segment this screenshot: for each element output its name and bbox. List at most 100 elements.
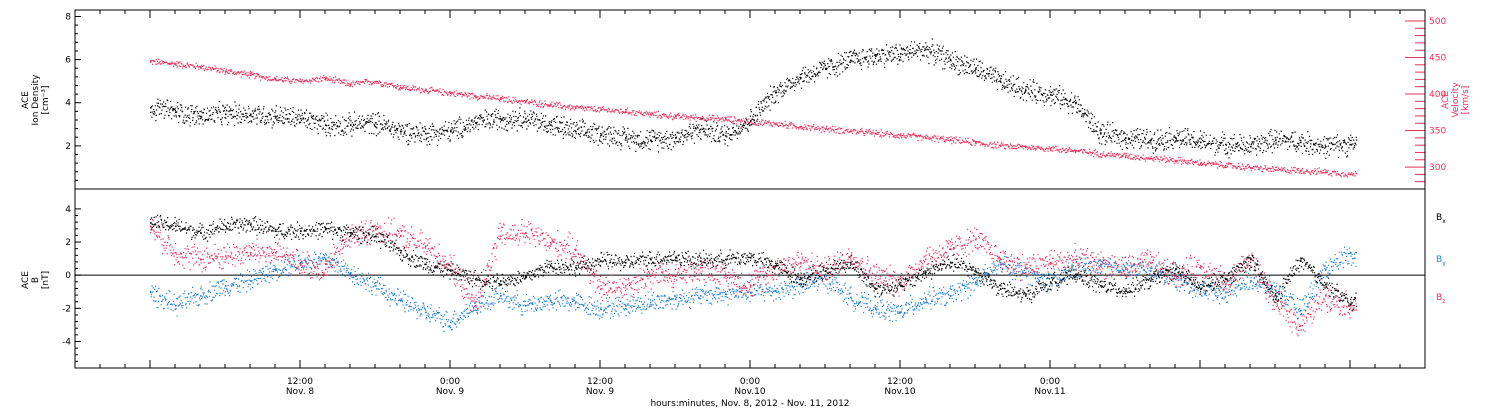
point-by — [1025, 271, 1027, 274]
point-ion-density — [425, 132, 427, 135]
point-ion-density — [1100, 132, 1102, 135]
series-bx — [150, 214, 1358, 312]
x-tick-label-date: Nov.11 — [1034, 387, 1065, 397]
point-ion-density — [700, 128, 702, 131]
series-cloud — [150, 217, 1358, 337]
x-tick-label-date: Nov.10 — [884, 387, 915, 397]
series-velocity — [150, 58, 1358, 178]
point-ion-density — [1175, 137, 1177, 139]
point-by — [975, 281, 977, 284]
point-bx — [325, 228, 327, 231]
point-by — [325, 258, 327, 261]
point-bx — [800, 278, 802, 281]
point-bz — [975, 238, 977, 241]
x-tick-label-time: 12:00 — [587, 377, 613, 387]
legend-bx: Bx — [1436, 213, 1446, 225]
point-velocity — [1200, 162, 1202, 165]
point-bz — [1175, 275, 1177, 277]
point-bz — [675, 275, 677, 277]
point-bz — [600, 288, 602, 290]
ylabel-line: [km/s] — [1461, 86, 1471, 115]
point-bx — [750, 257, 752, 259]
x-axis-title: hours:minutes, Nov. 8, 2012 - Nov. 11, 2… — [650, 399, 849, 409]
right-tick-label: 400 — [1429, 90, 1446, 100]
point-ion-density — [1350, 143, 1352, 146]
point-ion-density — [150, 107, 152, 109]
point-bz — [575, 248, 577, 251]
point-by — [1250, 280, 1252, 282]
point-bz — [1000, 258, 1002, 261]
point-velocity — [675, 115, 677, 118]
point-ion-density — [350, 124, 352, 126]
point-bx — [1075, 273, 1077, 276]
point-bz — [875, 275, 877, 277]
x-tick-label-date: Nov. 9 — [586, 387, 615, 397]
point-bx — [450, 270, 452, 272]
point-velocity — [625, 110, 627, 113]
point-by — [700, 295, 702, 297]
point-bx — [500, 280, 502, 282]
point-bz — [1050, 261, 1052, 264]
point-ion-density — [450, 130, 452, 133]
point-bx — [975, 270, 977, 272]
point-bz — [850, 255, 852, 257]
left-tick-label: 2 — [65, 238, 71, 248]
left-tick-label: -2 — [62, 304, 71, 314]
point-bx — [725, 258, 727, 261]
point-bz — [1200, 265, 1202, 267]
point-bx — [1200, 288, 1202, 290]
series-bz — [150, 217, 1358, 337]
point-by — [175, 305, 177, 307]
x-tick-label-time: 12:00 — [887, 377, 913, 387]
ylabel-line: ACE — [21, 271, 31, 289]
point-bx — [425, 263, 427, 266]
point-velocity — [650, 113, 652, 116]
left-tick-label: 6 — [65, 56, 71, 66]
point-by — [1100, 265, 1102, 267]
point-by — [150, 291, 152, 294]
point-bx — [525, 276, 527, 279]
point-by — [1300, 310, 1302, 312]
point-bz — [550, 242, 552, 244]
point-ion-density — [375, 122, 377, 124]
point-by — [1275, 290, 1277, 292]
series-ion-density — [150, 38, 1358, 159]
ylabel-line: [cm⁻³] — [41, 85, 51, 114]
point-bz — [725, 275, 727, 277]
point-ion-density — [500, 117, 502, 120]
point-velocity — [1175, 159, 1177, 162]
point-bz — [800, 261, 802, 264]
point-by — [400, 300, 402, 302]
point-bx — [400, 252, 402, 254]
top-right-ylabel: ACE Velocity [km/s] — [1441, 82, 1471, 118]
point-by — [1125, 266, 1127, 269]
top-left-ylabel: ACE Ion Density [cm⁻³] — [21, 74, 51, 126]
point-by — [650, 301, 652, 304]
point-ion-density — [1325, 145, 1327, 148]
point-bz — [750, 285, 752, 287]
point-bx — [925, 271, 927, 274]
x-tick-label-date: Nov.10 — [734, 387, 765, 397]
point-bx — [1300, 260, 1302, 262]
point-bz — [325, 268, 327, 271]
point-velocity — [350, 83, 352, 86]
point-ion-density — [300, 117, 302, 120]
point-bz — [650, 275, 652, 277]
point-by — [1325, 268, 1327, 271]
x-tick-label-date: Nov. 8 — [286, 387, 315, 397]
point-ion-density — [1200, 141, 1202, 144]
x-tick-label-time: 0:00 — [1040, 377, 1060, 387]
ylabel-line: [nT] — [41, 271, 51, 289]
point-bz — [1325, 295, 1327, 297]
point-velocity — [1225, 164, 1227, 167]
point-bz — [400, 235, 402, 237]
legend-by: By — [1436, 255, 1446, 267]
point-by — [300, 261, 302, 264]
point-bx — [625, 261, 627, 264]
right-tick-label: 350 — [1429, 127, 1446, 137]
point-velocity — [725, 118, 727, 121]
point-by — [675, 298, 677, 300]
point-bx — [150, 222, 152, 224]
point-ion-density — [650, 139, 652, 141]
